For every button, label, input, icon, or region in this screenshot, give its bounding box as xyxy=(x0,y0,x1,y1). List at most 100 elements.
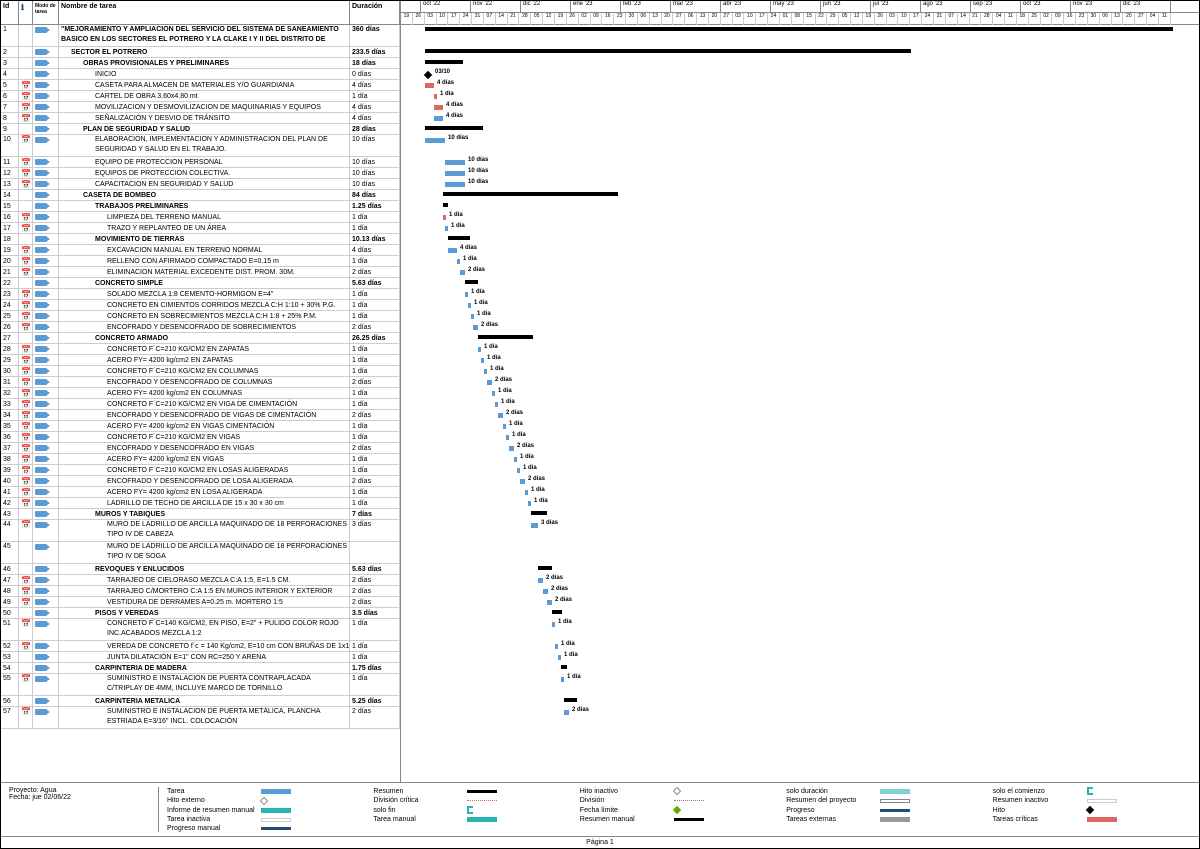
gantt-row[interactable]: 1 día xyxy=(401,641,1199,652)
table-row[interactable]: 54CARPINTERIA DE MADERA1.75 días xyxy=(1,663,400,674)
gantt-row[interactable]: 2 días xyxy=(401,267,1199,278)
gantt-row[interactable]: 1 día xyxy=(401,498,1199,509)
table-row[interactable]: 1"MEJORAMIENTO Y AMPLIACION DEL SERVICIO… xyxy=(1,25,400,47)
gantt-bar[interactable] xyxy=(498,413,503,418)
gantt-row[interactable]: 2 días xyxy=(401,443,1199,454)
table-row[interactable]: 13📅👤CAPACITACION EN SEGURIDAD Y SALUD10 … xyxy=(1,179,400,190)
table-row[interactable]: 42📅LADRILLO DE TECHO DE ARCILLA DE 15 x … xyxy=(1,498,400,509)
table-row[interactable]: 36📅CONCRETO F´C=210 KG/CM2 EN VIGAS1 día xyxy=(1,432,400,443)
gantt-row[interactable] xyxy=(401,58,1199,69)
gantt-row[interactable] xyxy=(401,234,1199,245)
gantt-bar[interactable] xyxy=(538,578,543,583)
gantt-row[interactable] xyxy=(401,25,1199,47)
gantt-row[interactable] xyxy=(401,663,1199,674)
col-dur[interactable]: Duración xyxy=(350,1,400,24)
gantt-bar[interactable] xyxy=(471,314,474,319)
gantt-row[interactable]: 1 día xyxy=(401,344,1199,355)
gantt-bar[interactable] xyxy=(445,226,448,231)
table-row[interactable]: 53JUNTA DILATACIÓN E=1" CON RC=250 Y ARE… xyxy=(1,652,400,663)
gantt-bar[interactable] xyxy=(564,710,569,715)
gantt-row[interactable]: 1 día xyxy=(401,289,1199,300)
gantt-bar[interactable] xyxy=(538,566,552,570)
gantt-bar[interactable] xyxy=(460,270,465,275)
gantt-row[interactable]: 4 días xyxy=(401,113,1199,124)
gantt-bar[interactable] xyxy=(465,280,478,284)
table-row[interactable]: 48📅TARRAJEO C/MORTERO C:A 1:5 EN MUROS I… xyxy=(1,586,400,597)
table-row[interactable]: 19📅EXCAVACION MANUAL EN TERRENO NORMAL4 … xyxy=(1,245,400,256)
gantt-bar[interactable] xyxy=(543,589,548,594)
table-row[interactable]: 27CONCRETO ARMADO26.25 días xyxy=(1,333,400,344)
gantt-row[interactable]: 1 día xyxy=(401,223,1199,234)
gantt-bar[interactable] xyxy=(547,600,552,605)
table-row[interactable]: 4INICIO0 días xyxy=(1,69,400,80)
gantt-bar[interactable] xyxy=(555,644,558,649)
table-row[interactable]: 24📅CONCRETO EN CIMIENTOS CORRIDOS MEZCLA… xyxy=(1,300,400,311)
table-row[interactable]: 35📅ACERO FY= 4200 kg/cm2 EN VIGAS CIMENT… xyxy=(1,421,400,432)
gantt-bar[interactable] xyxy=(448,248,457,253)
gantt-row[interactable] xyxy=(401,509,1199,520)
table-row[interactable]: 10📅👤ELABORACION, IMPLEMENTACION Y ADMINI… xyxy=(1,135,400,157)
table-row[interactable]: 44📅MURO DE LADRILLO DE ARCILLA MAQUINADO… xyxy=(1,520,400,542)
gantt-row[interactable]: 1 día xyxy=(401,311,1199,322)
gantt-row[interactable]: 1 día xyxy=(401,355,1199,366)
table-row[interactable]: 17📅TRAZO Y REPLANTEO DE UN ÁREA1 día xyxy=(1,223,400,234)
gantt-row[interactable]: 1 día xyxy=(401,432,1199,443)
gantt-bar[interactable] xyxy=(478,335,533,339)
gantt-bar[interactable] xyxy=(509,446,514,451)
gantt-row[interactable]: 1 día xyxy=(401,388,1199,399)
gantt-bar[interactable] xyxy=(445,171,465,176)
gantt-row[interactable]: 1 día xyxy=(401,652,1199,663)
table-row[interactable]: 31📅ENCOFRADO Y DESENCOFRADO DE COLUMNAS2… xyxy=(1,377,400,388)
gantt-bar[interactable] xyxy=(425,49,911,53)
gantt-row[interactable] xyxy=(401,333,1199,344)
gantt-row[interactable]: 4 días xyxy=(401,245,1199,256)
gantt-bar[interactable] xyxy=(443,203,448,207)
table-row[interactable]: 52📅VEREDA DE CONCRETO f´c = 140 Kg/cm2, … xyxy=(1,641,400,652)
gantt-bar[interactable] xyxy=(443,192,618,196)
table-row[interactable]: 39📅CONCRETO F´C=210 KG/CM2 EN LOSAS ALIG… xyxy=(1,465,400,476)
table-row[interactable]: 29📅ACERO FY= 4200 kg/cm2 EN ZAPATAS1 día xyxy=(1,355,400,366)
gantt-bar[interactable] xyxy=(528,501,531,506)
gantt-row[interactable]: 2 días xyxy=(401,575,1199,586)
table-row[interactable]: 15TRABAJOS PRELIMINARES1.25 días xyxy=(1,201,400,212)
table-row[interactable]: 30📅CONCRETO F´C=210 KG/CM2 EN COLUMNAS1 … xyxy=(1,366,400,377)
gantt-bar[interactable] xyxy=(425,126,483,130)
gantt-bar[interactable] xyxy=(484,369,487,374)
gantt-bar[interactable] xyxy=(443,215,446,220)
table-row[interactable]: 47📅👤TARRAJEO DE CIELORASO MEZCLA C:A 1:5… xyxy=(1,575,400,586)
gantt-row[interactable]: 2 días xyxy=(401,476,1199,487)
gantt-row[interactable]: 10 días xyxy=(401,179,1199,190)
gantt-bar[interactable] xyxy=(445,160,465,165)
table-row[interactable]: 25📅CONCRETO EN SOBRECIMIENTOS MEZCLA C:H… xyxy=(1,311,400,322)
gantt-bar[interactable] xyxy=(425,60,463,64)
table-row[interactable]: 16📅LIMPIEZA DEL TERRENO MANUAL1 día xyxy=(1,212,400,223)
table-row[interactable]: 34📅ENCOFRADO Y DESENCOFRADO DE VIGAS DE … xyxy=(1,410,400,421)
gantt-row[interactable] xyxy=(401,608,1199,619)
gantt-bar[interactable] xyxy=(503,424,506,429)
gantt-bar[interactable] xyxy=(506,435,509,440)
table-row[interactable]: 56CARPINTERIA METALICA5.25 días xyxy=(1,696,400,707)
gantt-row[interactable]: 4 días xyxy=(401,102,1199,113)
gantt-bar[interactable] xyxy=(561,677,564,682)
gantt-bar[interactable] xyxy=(487,380,492,385)
table-row[interactable]: 49📅VESTIDURA DE DERRAMES A=0.25 m. MORTE… xyxy=(1,597,400,608)
gantt-row[interactable]: 2 días xyxy=(401,586,1199,597)
gantt-row[interactable] xyxy=(401,564,1199,575)
gantt-bar[interactable] xyxy=(465,292,468,297)
gantt-bar[interactable] xyxy=(520,479,525,484)
table-row[interactable]: 14CASETA DE BOMBEO84 días xyxy=(1,190,400,201)
gantt-row[interactable]: 1 día xyxy=(401,465,1199,476)
table-row[interactable]: 5📅CASETA PARA ALMACEN DE MATERIALES Y/O … xyxy=(1,80,400,91)
gantt-bar[interactable] xyxy=(531,523,538,528)
gantt-bar[interactable] xyxy=(425,138,445,143)
gantt-bar[interactable] xyxy=(425,27,1173,31)
table-row[interactable]: 23📅SOLADO MEZCLA 1:8 CEMENTO-HORMIGON E=… xyxy=(1,289,400,300)
gantt-row[interactable]: 3 días xyxy=(401,520,1199,542)
milestone-marker[interactable] xyxy=(424,71,432,79)
table-row[interactable]: 55📅SUMINISTRO E INSTALACIÓN DE PUERTA CO… xyxy=(1,674,400,696)
col-name[interactable]: Nombre de tarea xyxy=(59,1,350,24)
table-row[interactable]: 43MUROS Y TABIQUES7 días xyxy=(1,509,400,520)
gantt-bar[interactable] xyxy=(552,622,555,627)
gantt-row[interactable] xyxy=(401,124,1199,135)
table-row[interactable]: 50PISOS Y VEREDAS3.5 días xyxy=(1,608,400,619)
